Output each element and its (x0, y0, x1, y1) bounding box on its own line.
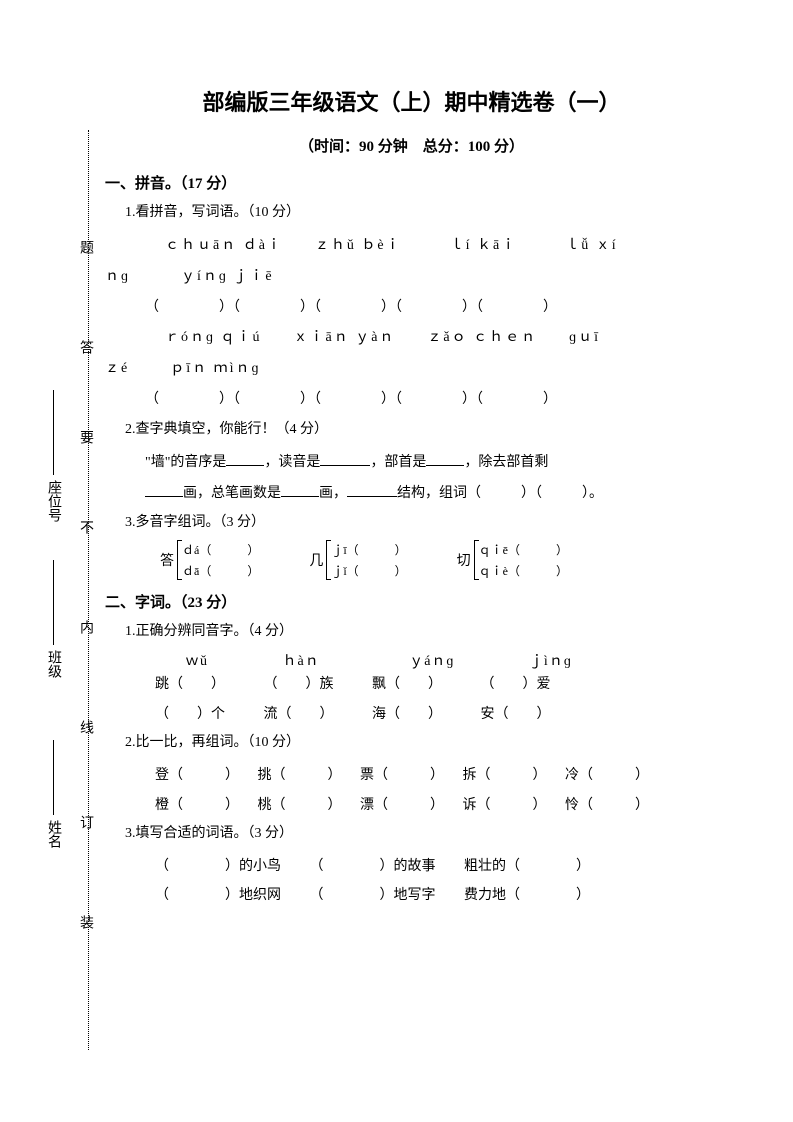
cr2-1: 橙（ ） (155, 798, 239, 813)
q1-2-line2: 画，总笔画数是 画， 结构，组词（ ）（ ）。 (145, 479, 718, 510)
wr2-2: （ ）地写字 (310, 888, 436, 903)
q2-1-row2: （ ）个 流（ ） 海（ ） 安（ ） (155, 700, 718, 729)
section1-header: 一、拼音。（17 分） (105, 172, 718, 193)
ms-r-1a: ｄá（ ） (182, 541, 259, 558)
q1-1-pinyin-wrap2: ｚé ｐīｎ ｍìｎɡ (105, 354, 718, 385)
hr1-3: 飘（ ） (372, 677, 442, 692)
cr1-4: 拆（ ） (463, 768, 547, 783)
ms-r-3b: ｑｉè（ ） (479, 562, 568, 579)
hr2-4: 安（ ） (481, 707, 551, 722)
cr1-5: 冷（ ） (565, 768, 649, 783)
q12-i: ）。 (582, 486, 603, 501)
cr1-1: 登（ ） (155, 768, 239, 783)
hr1-4: （ ）爱 (481, 677, 551, 692)
q1-1-pinyin-wrap1: ｎɡ ｙíｎɡ ｊｉē (105, 262, 718, 293)
q2-2-row1: 登（ ） 挑（ ） 票（ ） 拆（ ） 冷（ ） (155, 761, 718, 790)
q1-1-pinyin-row1: ｃｈｕāｎ ｄàｉ ｚｈǔ ｂèｉ ｌí ｋāｉ ｌǚ ｘí (145, 231, 718, 262)
q12-c: ，部首是 (370, 455, 426, 470)
q2-1-text: 1.正确分辨同音字。（4 分） (125, 618, 718, 646)
hr2-2: 流（ ） (264, 707, 334, 722)
q2-3-row2: （ ）地织网 （ ）地写字 费力地（ ） (155, 881, 718, 910)
ms-group-2: 几 ｊī（ ） ｊǐ（ ） (309, 541, 406, 579)
q1-1-text: 1.看拼音，写词语。（10 分） (125, 199, 718, 227)
cr2-5: 怜（ ） (565, 798, 649, 813)
q2-2-row2: 橙（ ） 桃（ ） 漂（ ） 诉（ ） 怜（ ） (155, 791, 718, 820)
q12-b: ，读音是 (264, 455, 320, 470)
main-title: 部编版三年级语文（上）期中精选卷（一） (105, 85, 718, 117)
ms-char-3: 切 (457, 550, 471, 570)
wr2-1: （ ）地织网 (155, 888, 281, 903)
hh-3: ｙáｎɡ (409, 654, 454, 669)
hh-2: ｈàｎ (283, 654, 320, 669)
pinyin-r2: ｒóｎɡ ｑｉú ｘｉāｎ ｙàｎ ｚǎｏ ｃｈｅｎ ɡｕī (165, 330, 600, 345)
q2-3-text: 3.填写合适的词语。（3 分） (125, 820, 718, 848)
hr2-1: （ ）个 (155, 707, 225, 722)
q1-1-pinyin-row2: ｒóｎɡ ｑｉú ｘｉāｎ ｙàｎ ｚǎｏ ｃｈｅｎ ɡｕī (145, 323, 718, 354)
pinyin-wrap1a: ｎɡ (105, 269, 130, 284)
subtitle: （时间：90 分钟 总分：100 分） (105, 135, 718, 156)
q12-f: 画， (319, 486, 347, 501)
pinyin-r1: ｃｈｕāｎ ｄàｉ ｚｈǔ ｂèｉ ｌí ｋāｉ ｌǚ ｘí (165, 238, 618, 253)
q12-e: 画，总笔画数是 (183, 486, 281, 501)
q2-1-headers: ｗǔ ｈàｎ ｙáｎɡ ｊìｎɡ (160, 650, 718, 670)
ms-bracket-1: ｄá（ ） ｄā（ ） (177, 541, 259, 579)
q1-2-text: 2.查字典填空，你能行！（4 分） (125, 416, 718, 444)
ms-r-2a: ｊī（ ） (331, 541, 406, 558)
wr1-2: （ ）的故事 (310, 859, 436, 874)
cr1-3: 票（ ） (360, 768, 444, 783)
q2-2-text: 2.比一比，再组词。（10 分） (125, 729, 718, 757)
ms-char-2: 几 (309, 550, 323, 570)
wr2-3: 费力地（ ） (464, 888, 590, 903)
cr2-2: 桃（ ） (258, 798, 342, 813)
ms-bracket-2: ｊī（ ） ｊǐ（ ） (326, 541, 406, 579)
q1-2-line1: "墙"的音序是 ，读音是 ，部首是 ，除去部首剩 (145, 448, 718, 479)
q1-1-parens-row2: （）（）（）（）（） (145, 385, 718, 416)
q12-h: ）（ (521, 486, 542, 501)
pinyin-wrap1b: ｙíｎɡ ｊｉē (181, 269, 274, 284)
ms-r-1b: ｄā（ ） (182, 562, 259, 579)
hh-4: ｊìｎɡ (529, 654, 572, 669)
hr1-2: （ ）族 (264, 677, 334, 692)
ms-r-3a: ｑｉē（ ） (479, 541, 568, 558)
page-content: 部编版三年级语文（上）期中精选卷（一） （时间：90 分钟 总分：100 分） … (0, 0, 793, 961)
wr1-3: 粗壮的（ ） (464, 859, 590, 874)
ms-bracket-3: ｑｉē（ ） ｑｉè（ ） (474, 541, 568, 579)
hr2-3: 海（ ） (372, 707, 442, 722)
q12-a: "墙"的音序是 (145, 455, 226, 470)
q1-1-parens-row1: （）（）（）（）（） (145, 293, 718, 324)
q12-d: ，除去部首剩 (464, 455, 548, 470)
ms-group-3: 切 ｑｉē（ ） ｑｉè（ ） (457, 541, 568, 579)
hr1-1: 跳（ ） (155, 677, 225, 692)
ms-char-1: 答 (160, 550, 174, 570)
q2-3-row1: （ ）的小鸟 （ ）的故事 粗壮的（ ） (155, 852, 718, 881)
q1-3-groups: 答 ｄá（ ） ｄā（ ） 几 ｊī（ ） ｊǐ（ ） 切 ｑｉē（ ） ｑｉè… (160, 541, 718, 579)
ms-group-1: 答 ｄá（ ） ｄā（ ） (160, 541, 259, 579)
pinyin-wrap2b: ｐīｎ ｍìｎɡ (170, 361, 260, 376)
wr1-1: （ ）的小鸟 (155, 859, 281, 874)
cr2-4: 诉（ ） (463, 798, 547, 813)
q1-3-text: 3.多音字组词。（3 分） (125, 509, 718, 537)
pinyin-wrap2a: ｚé (105, 361, 129, 376)
hh-1: ｗǔ (185, 654, 208, 669)
ms-r-2b: ｊǐ（ ） (331, 562, 406, 579)
q2-1-row1: 跳（ ） （ ）族 飘（ ） （ ）爱 (155, 670, 718, 699)
q12-g: 结构，组词（ (397, 486, 481, 501)
cr1-2: 挑（ ） (258, 768, 342, 783)
cr2-3: 漂（ ） (360, 798, 444, 813)
section2-header: 二、字词。（23 分） (105, 591, 718, 612)
